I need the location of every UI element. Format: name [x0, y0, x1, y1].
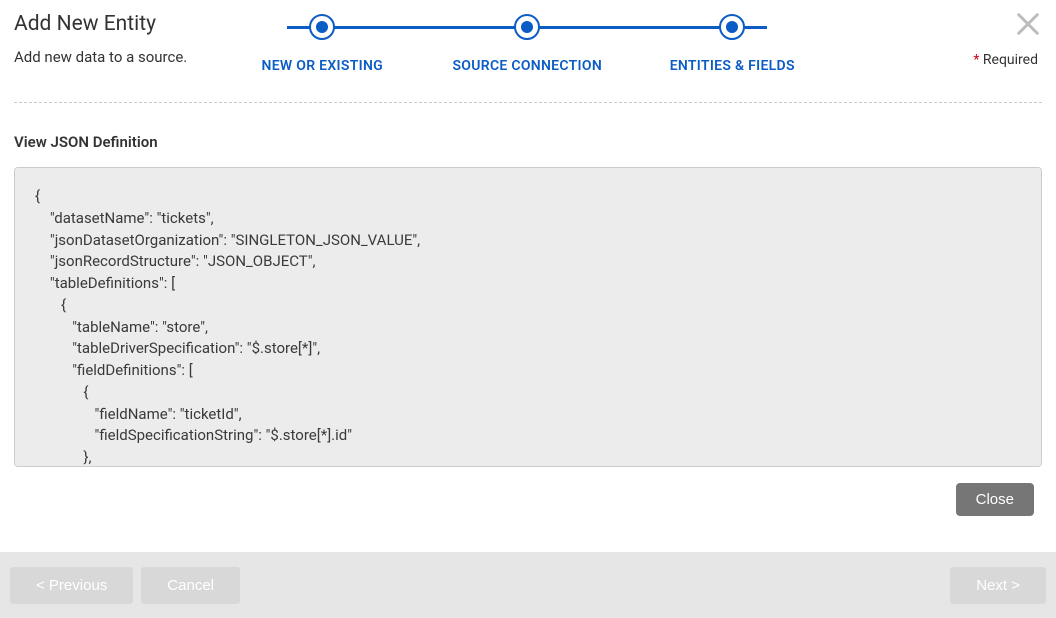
next-button[interactable]: Next > — [950, 567, 1046, 604]
wizard-stepper: NEW OR EXISTING SOURCE CONNECTION ENTITI… — [247, 12, 807, 74]
json-definition-wrapper: { "datasetName": "tickets", "jsonDataset… — [14, 167, 1042, 467]
close-icon[interactable] — [1014, 10, 1042, 38]
header-left: Add New Entity Add new data to a source. — [14, 12, 207, 66]
dialog-header: Add New Entity Add new data to a source.… — [0, 0, 1056, 74]
step-label: NEW OR EXISTING — [261, 58, 383, 74]
dialog-title: Add New Entity — [14, 12, 187, 36]
step-entities-fields[interactable]: ENTITIES & FIELDS — [657, 14, 807, 74]
close-button-row: Close — [0, 467, 1056, 516]
footer-right: Next > — [950, 567, 1046, 604]
required-asterisk: * — [973, 52, 979, 68]
step-source-connection[interactable]: SOURCE CONNECTION — [452, 14, 602, 74]
step-circle-icon — [514, 14, 540, 40]
section-title: View JSON Definition — [14, 133, 1042, 151]
previous-button[interactable]: < Previous — [10, 567, 133, 604]
footer-left: < Previous Cancel — [10, 567, 240, 604]
stepper-nodes: NEW OR EXISTING SOURCE CONNECTION ENTITI… — [247, 14, 807, 74]
step-new-or-existing[interactable]: NEW OR EXISTING — [247, 14, 397, 74]
header-divider — [14, 102, 1042, 103]
step-label: SOURCE CONNECTION — [452, 58, 602, 74]
required-note: * Required — [973, 52, 1038, 68]
required-label: Required — [983, 52, 1038, 68]
step-circle-icon — [719, 14, 745, 40]
json-definition-box[interactable]: { "datasetName": "tickets", "jsonDataset… — [14, 167, 1042, 467]
step-label: ENTITIES & FIELDS — [670, 58, 795, 74]
cancel-button[interactable]: Cancel — [141, 567, 240, 604]
dialog-subtitle: Add new data to a source. — [14, 48, 187, 66]
wizard-footer: < Previous Cancel Next > — [0, 552, 1056, 618]
step-circle-icon — [309, 14, 335, 40]
close-button[interactable]: Close — [956, 483, 1034, 516]
